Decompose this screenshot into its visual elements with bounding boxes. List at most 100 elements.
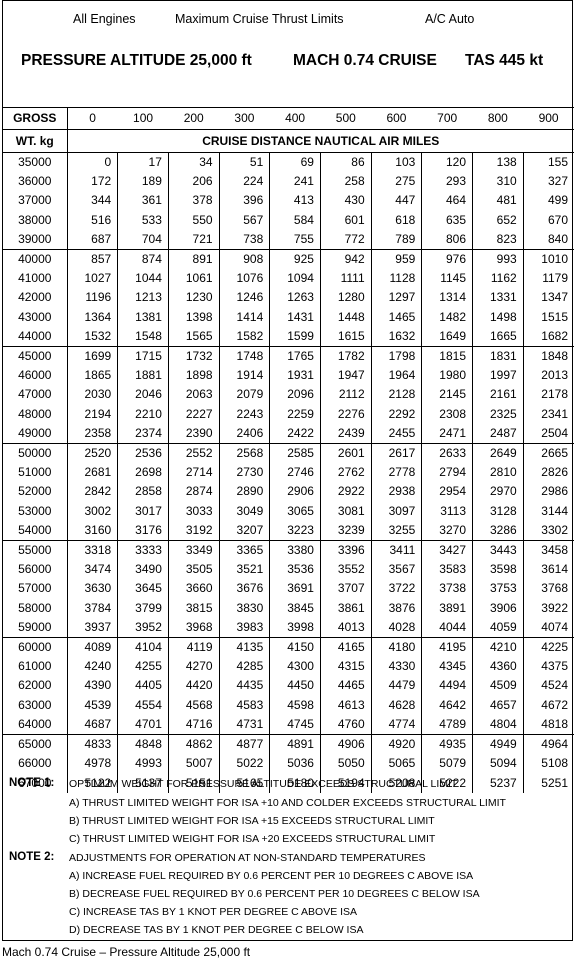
distance-cell: 601 <box>320 210 372 230</box>
distance-cell: 1364 <box>67 307 119 327</box>
distance-cell: 3845 <box>269 598 321 618</box>
table-row: 47000 2030 2046 2063 2079 2096 2112 2128 2145 216… <box>3 385 574 405</box>
distance-cell: 3876 <box>371 598 423 618</box>
distance-cell: 3176 <box>117 520 169 542</box>
distance-cell: 17 <box>117 152 169 173</box>
distance-cell: 4568 <box>168 695 220 715</box>
gross-weight-cell: 45000 <box>3 346 68 367</box>
distance-cell: 3614 <box>541 562 568 577</box>
table-row: 67000 5122 5137 5151 5165 5180 5194 5208 5222 523… <box>3 773 574 793</box>
distance-cell: 2128 <box>371 385 423 405</box>
gross-weight-cell: 62000 <box>3 676 68 696</box>
distance-cell: 2455 <box>371 423 423 445</box>
table-row: 61000 4240 4255 4270 4285 4300 4315 4330 4345 436… <box>3 657 574 677</box>
distance-cell: 789 <box>371 229 423 251</box>
distance-cell: 1280 <box>320 288 372 308</box>
distance-cell: 4598 <box>269 695 321 715</box>
distance-cell: 3983 <box>219 617 271 639</box>
distance-cell: 3097 <box>371 501 423 521</box>
distance-cell: 4731 <box>219 714 271 736</box>
distance-cell: 1111 <box>320 269 372 289</box>
distance-cell: 4848 <box>117 734 169 755</box>
gross-weight-cell: 41000 <box>3 269 68 289</box>
distance-cell: 3128 <box>472 501 524 521</box>
distance-cell: 5237 <box>472 773 524 793</box>
distance-cell: 4935 <box>421 734 473 755</box>
gross-weight-cell: 53000 <box>3 501 68 521</box>
distance-cell: 3906 <box>472 598 524 618</box>
distance-cell: 1765 <box>269 346 321 367</box>
cruise-distance-table: GROSS 0 100 200 300 400 500 600 700 800 900 WT. k… <box>3 107 574 793</box>
table-row: 59000 3937 3952 3968 3983 3998 4013 4028 4044 405… <box>3 617 574 639</box>
distance-cell: 2487 <box>472 423 524 445</box>
table-row: 54000 3160 3176 3192 3207 3223 3239 3255 3270 328… <box>3 520 574 542</box>
distance-cell: 1964 <box>371 366 423 386</box>
note2-text: ADJUSTMENTS FOR OPERATION AT NON-STANDAR… <box>69 852 426 864</box>
distance-cell: 1044 <box>117 269 169 289</box>
distance-cell: 618 <box>371 210 423 230</box>
distance-cell: 413 <box>269 191 321 211</box>
distance-cell: 2842 <box>67 482 119 502</box>
distance-cell: 635 <box>421 210 473 230</box>
distance-cell: 1831 <box>472 346 524 367</box>
distance-cell: 2954 <box>421 482 473 502</box>
distance-cell: 4716 <box>168 714 220 736</box>
distance-cell: 4405 <box>117 676 169 696</box>
distance-cell: 2112 <box>320 385 372 405</box>
distance-cell: 4745 <box>269 714 321 736</box>
distance-cell: 3474 <box>67 560 119 580</box>
distance-cell: 2504 <box>523 423 574 445</box>
distance-cell: 1263 <box>269 288 321 308</box>
gross-weight-cell: 59000 <box>3 617 68 639</box>
distance-cell: 4701 <box>117 714 169 736</box>
column-header-600: 600 <box>371 107 422 130</box>
distance-cell: 241 <box>269 172 321 192</box>
distance-cell: 652 <box>472 210 524 230</box>
distance-cell: 2536 <box>117 443 169 464</box>
distance-cell: 3113 <box>421 501 473 521</box>
distance-cell: 2227 <box>168 404 220 424</box>
distance-cell: 499 <box>547 193 568 208</box>
table-row: 64000 4687 4701 4716 4731 4745 4760 4774 4789 480… <box>3 714 574 736</box>
distance-cell: 3738 <box>421 579 473 599</box>
distance-cell: 4360 <box>472 657 524 677</box>
distance-cell: 120 <box>421 152 473 173</box>
engines-label: All Engines <box>73 12 136 26</box>
distance-cell: 5251 <box>541 775 568 790</box>
distance-cell: 3349 <box>168 540 220 561</box>
distance-cell: 3081 <box>320 501 372 521</box>
distance-cell: 3380 <box>269 540 321 561</box>
gross-weight-cell: 39000 <box>3 229 68 251</box>
distance-cell: 224 <box>219 172 271 192</box>
distance-cell: 738 <box>219 229 271 251</box>
table-row: 41000 1027 1044 1061 1076 1094 1111 1128 1145 116… <box>3 269 574 289</box>
distance-cell: 2406 <box>219 423 271 445</box>
distance-cell: 4059 <box>472 617 524 639</box>
distance-cell: 4195 <box>421 637 473 658</box>
gross-weight-cell: 65000 <box>3 734 68 755</box>
distance-cell: 3160 <box>67 520 119 542</box>
distance-cell: 2568 <box>219 443 271 464</box>
distance-cell: 2210 <box>117 404 169 424</box>
distance-cell: 2762 <box>320 463 372 483</box>
distance-cell: 3722 <box>371 579 423 599</box>
distance-cell: 2178 <box>541 387 568 402</box>
distance-cell: 4465 <box>320 676 372 696</box>
distance-cell: 2552 <box>168 443 220 464</box>
distance-cell: 4657 <box>472 695 524 715</box>
distance-cell: 4509 <box>472 676 524 696</box>
figure-caption: Mach 0.74 Cruise – Pressure Altitude 25,… <box>2 945 251 959</box>
distance-cell: 3598 <box>472 560 524 580</box>
distance-cell: 3768 <box>541 581 568 596</box>
gross-weight-cell: 58000 <box>3 598 68 618</box>
table-row: 44000 1532 1548 1565 1582 1599 1615 1632 1649 166… <box>3 326 574 348</box>
table-row: 46000 1865 1881 1898 1914 1931 1947 1964 1980 199… <box>3 366 574 386</box>
distance-cell: 3815 <box>168 598 220 618</box>
distance-cell: 447 <box>371 191 423 211</box>
distance-cell: 1732 <box>168 346 220 367</box>
distance-cell: 908 <box>219 249 271 270</box>
distance-cell: 361 <box>117 191 169 211</box>
gross-weight-cell: 44000 <box>3 326 68 348</box>
column-header-200: 200 <box>168 107 220 130</box>
distance-cell: 3998 <box>269 617 321 639</box>
